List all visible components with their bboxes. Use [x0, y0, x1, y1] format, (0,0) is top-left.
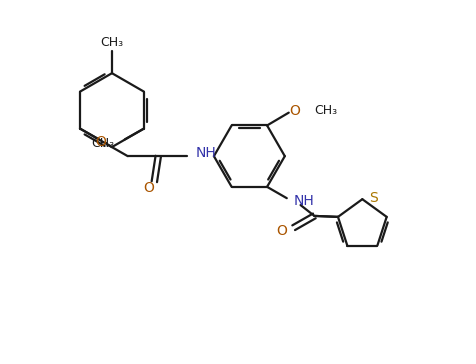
Text: CH₃: CH₃ [91, 137, 114, 150]
Text: NH: NH [195, 146, 216, 160]
Text: O: O [96, 135, 106, 149]
Text: CH₃: CH₃ [100, 36, 123, 49]
Text: O: O [275, 224, 286, 238]
Text: CH₃: CH₃ [314, 104, 337, 117]
Text: NH: NH [293, 194, 314, 208]
Text: O: O [143, 181, 154, 195]
Text: O: O [288, 104, 299, 118]
Text: S: S [368, 191, 377, 205]
